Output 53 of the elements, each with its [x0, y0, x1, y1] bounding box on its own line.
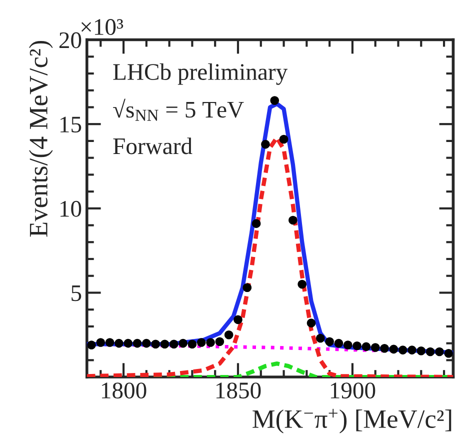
annotation: Forward [113, 138, 192, 154]
y-tick-label: 15 [60, 116, 82, 133]
x-tick-label: 1800 [102, 382, 146, 399]
point [389, 344, 398, 354]
point [380, 344, 389, 353]
point [398, 346, 408, 354]
point [96, 338, 106, 347]
point [325, 337, 334, 346]
point [124, 338, 133, 348]
point [105, 338, 114, 347]
point [196, 338, 206, 347]
point [242, 283, 252, 292]
point [132, 338, 142, 348]
point [444, 349, 453, 358]
point [151, 340, 160, 349]
point [416, 346, 426, 356]
point [224, 330, 234, 340]
point [288, 216, 298, 225]
x-tick-label: 1900 [330, 382, 376, 399]
y-axis-title: Events/(4 MeV/c²) [28, 40, 53, 237]
point [362, 342, 371, 352]
point [316, 334, 325, 343]
text: ×10³ [81, 19, 124, 35]
point [435, 347, 444, 356]
point [114, 338, 124, 348]
point [142, 338, 151, 348]
point [87, 340, 96, 350]
x-axis-title: M(K$^{−}$π$^{+}$) [MeV/c²] [252, 408, 452, 434]
point [370, 343, 380, 352]
point [334, 338, 344, 348]
point [261, 140, 270, 149]
x-tick-label: 1850 [216, 382, 261, 399]
point [343, 340, 352, 350]
annotation: LHCb preliminary [113, 63, 288, 85]
point [206, 338, 215, 347]
point [298, 280, 306, 289]
point [252, 219, 261, 228]
point [408, 346, 416, 354]
point [352, 341, 362, 350]
annotation: √s$_{NN}$ = 5 TeV [113, 98, 244, 121]
point [215, 337, 224, 346]
point [279, 134, 288, 144]
y-tick-label: 10 [60, 200, 82, 217]
point [170, 340, 178, 349]
y-tick-label: 20 [59, 32, 82, 48]
point [188, 340, 197, 349]
y-tick-label: 5 [72, 285, 82, 302]
point [270, 96, 280, 105]
point [234, 315, 242, 324]
point [160, 340, 170, 349]
point [306, 318, 316, 328]
point [426, 347, 435, 356]
point [178, 338, 188, 348]
